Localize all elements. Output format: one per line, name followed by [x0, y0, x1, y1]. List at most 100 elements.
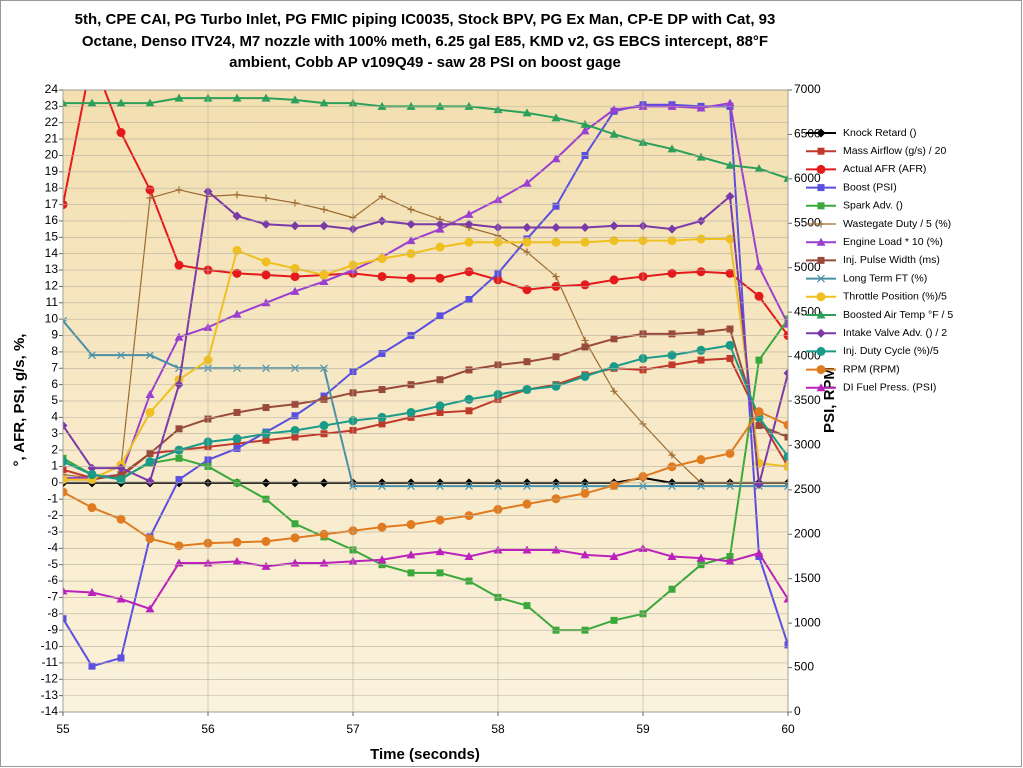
- marker: [146, 351, 154, 360]
- y2-tick-label: 2500: [794, 482, 821, 496]
- marker: [551, 381, 561, 391]
- marker: [63, 457, 68, 467]
- marker: [610, 335, 618, 343]
- marker: [783, 368, 788, 378]
- marker: [290, 425, 300, 435]
- marker: [291, 412, 299, 420]
- marker: [696, 455, 706, 465]
- marker: [783, 319, 788, 328]
- y-tick-label: 12: [45, 279, 59, 293]
- marker: [319, 270, 329, 280]
- marker: [581, 336, 589, 344]
- marker: [377, 522, 387, 532]
- marker: [464, 101, 474, 110]
- marker: [117, 351, 125, 360]
- marker: [262, 436, 270, 444]
- marker: [783, 452, 788, 462]
- legend-label: RPM (RPM): [843, 363, 900, 375]
- legend-label: Knock Retard (): [843, 127, 917, 139]
- marker: [755, 422, 763, 430]
- y-tick-label: 3: [51, 426, 58, 440]
- marker: [696, 103, 706, 112]
- x-tick-label: 55: [56, 722, 70, 736]
- marker: [63, 316, 67, 325]
- marker: [816, 383, 826, 392]
- marker: [378, 420, 386, 428]
- y-tick-label: 2: [51, 442, 58, 456]
- x-tick-label: 60: [781, 722, 795, 736]
- y2-tick-label: 5500: [794, 215, 821, 229]
- marker: [319, 221, 329, 231]
- marker: [233, 444, 241, 452]
- marker: [232, 268, 242, 278]
- marker: [406, 273, 416, 283]
- marker: [667, 144, 677, 153]
- marker: [116, 128, 126, 138]
- y-tick-label: 17: [45, 197, 59, 211]
- marker: [378, 386, 386, 394]
- marker: [552, 202, 560, 210]
- marker: [816, 310, 826, 319]
- marker: [580, 371, 590, 381]
- legend-label: Wastegate Duty / 5 (%): [843, 218, 951, 230]
- y-tick-label: -8: [47, 606, 58, 620]
- marker: [817, 202, 825, 210]
- y-tick-label: -13: [41, 688, 59, 702]
- marker: [290, 221, 300, 231]
- marker: [697, 482, 705, 491]
- legend-label: DI Fuel Press. (PSI): [843, 382, 936, 394]
- marker: [174, 332, 184, 341]
- marker: [580, 488, 590, 498]
- marker: [551, 545, 561, 554]
- marker: [725, 268, 735, 278]
- marker: [580, 280, 590, 290]
- marker: [816, 237, 826, 246]
- marker: [464, 267, 474, 277]
- marker: [754, 407, 764, 417]
- marker: [435, 401, 445, 411]
- marker: [522, 545, 532, 554]
- marker: [464, 219, 474, 229]
- y-tick-label: 14: [45, 246, 59, 260]
- marker: [262, 404, 270, 412]
- marker: [233, 408, 241, 416]
- marker: [668, 451, 676, 459]
- marker: [609, 362, 619, 372]
- marker: [436, 569, 444, 577]
- legend-label: Inj. Pulse Width (ms): [843, 254, 940, 266]
- marker: [145, 604, 155, 613]
- marker: [261, 536, 271, 546]
- marker: [668, 330, 676, 338]
- marker: [580, 119, 590, 128]
- marker: [146, 449, 154, 457]
- marker: [609, 236, 619, 246]
- marker: [609, 480, 619, 490]
- marker: [291, 433, 299, 441]
- marker: [435, 547, 445, 556]
- marker: [552, 273, 560, 281]
- y-tick-label: 13: [45, 262, 59, 276]
- marker: [725, 234, 735, 244]
- marker: [522, 285, 532, 295]
- marker: [610, 387, 618, 395]
- marker: [667, 268, 677, 278]
- marker: [407, 205, 415, 213]
- marker: [551, 222, 561, 232]
- y-tick-label: 1: [51, 459, 58, 473]
- legend-label: Engine Load * 10 (%): [843, 236, 943, 248]
- marker: [290, 533, 300, 543]
- marker: [783, 420, 788, 430]
- marker: [609, 552, 619, 560]
- marker: [725, 556, 735, 565]
- y-tick-label: -5: [47, 557, 58, 571]
- marker: [87, 503, 97, 513]
- x-tick-label: 59: [636, 722, 650, 736]
- marker: [696, 234, 706, 244]
- marker: [522, 178, 532, 187]
- marker: [783, 594, 788, 603]
- marker: [406, 236, 416, 245]
- series-line: [63, 344, 788, 481]
- y-tick-label: 4: [51, 410, 58, 424]
- marker: [435, 101, 445, 110]
- marker: [175, 425, 183, 433]
